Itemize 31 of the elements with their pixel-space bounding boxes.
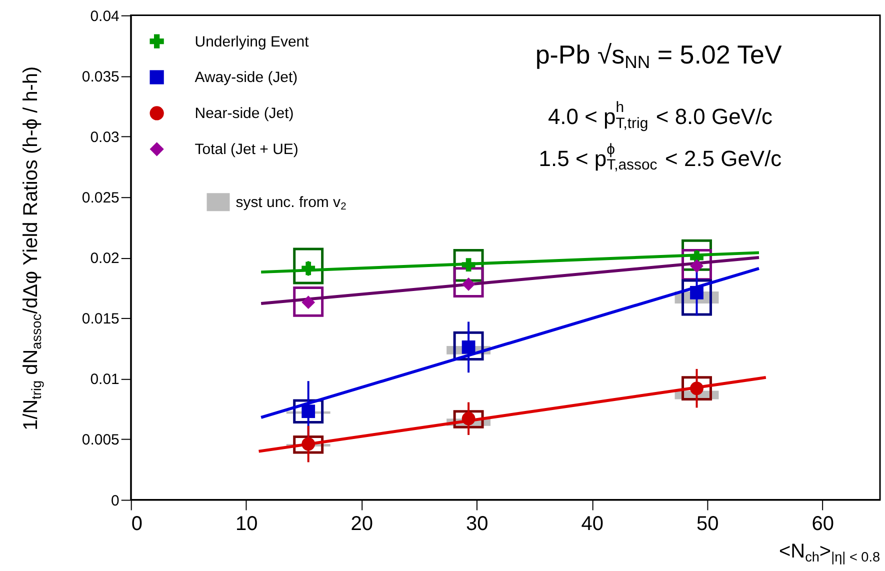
legend-label: Away-side (Jet) [194, 69, 298, 86]
legend-label: Near-side (Jet) [194, 105, 294, 122]
bar [453, 331, 484, 361]
y-tick-label: 0.04 [90, 8, 120, 25]
y-tick-label: 0 [111, 492, 120, 510]
x-tick-label: 10 [235, 513, 258, 536]
bar [682, 249, 712, 281]
bar [293, 286, 324, 317]
x-tick-label: 60 [812, 513, 834, 536]
x-tick-label: 40 [581, 513, 604, 536]
y-tick-label: 0.03 [90, 128, 120, 146]
x-tick-label: 50 [696, 513, 719, 536]
bar [682, 376, 712, 400]
y-tick-label: 0.01 [90, 371, 120, 388]
bar [453, 267, 484, 298]
x-tick-label: 30 [466, 513, 488, 536]
y-tick-label: 0.015 [82, 310, 120, 328]
legend-label: Underlying Event [194, 33, 310, 50]
legend-label: Total (Jet + UE) [194, 141, 298, 158]
y-axis-title: 1/Ntrig dNassoc/dΔφ Yield Ratios (h-ϕ / h-h) [20, 66, 44, 430]
x-tick-label: 20 [350, 513, 373, 536]
bar [293, 248, 324, 284]
bar [682, 279, 712, 316]
x-tick-label: 0 [131, 513, 142, 536]
y-tick-label: 0.02 [90, 250, 120, 268]
y-tick-label: 0.025 [82, 189, 120, 206]
bar [453, 410, 484, 428]
y-tick-label: 0.005 [82, 432, 120, 449]
bar [293, 399, 324, 424]
y-tick-label: 0.035 [82, 68, 120, 86]
bar [293, 436, 324, 454]
